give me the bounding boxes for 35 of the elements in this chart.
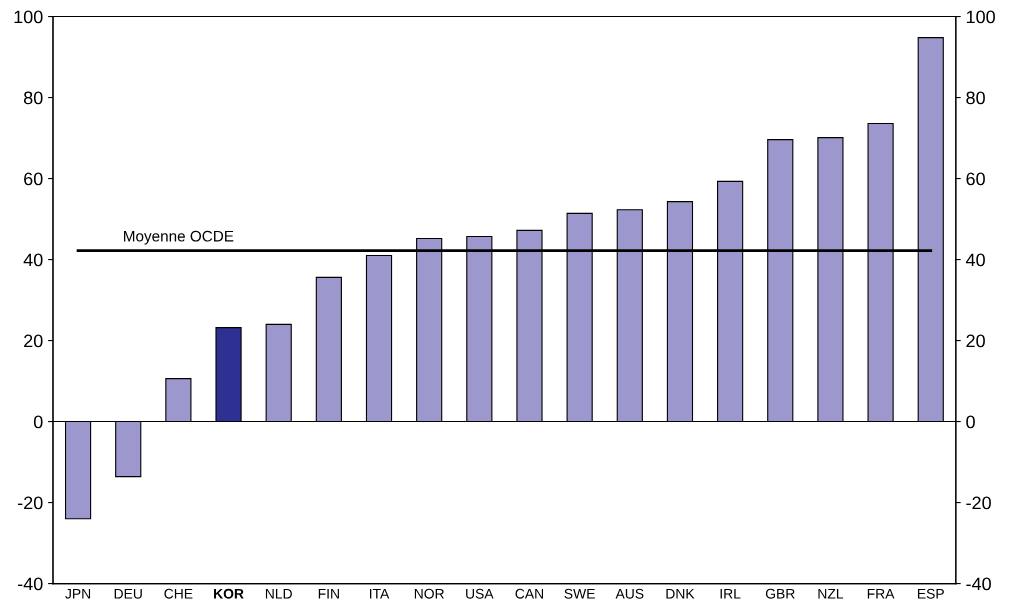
x-tick-label: NLD [265,588,292,599]
y-tick-label: 80 [23,91,43,105]
x-tick-label: CAN [515,588,544,599]
y-tick-label: 60 [24,172,43,186]
x-tick-label: DEU [114,588,142,599]
x-tick-label: KOR [214,588,244,599]
y2-tick-label: 80 [966,91,985,105]
y2-tick-label: 20 [966,334,985,348]
y-tick-label: -40 [17,577,43,591]
x-tick-label: USA [466,588,494,599]
x-tick-label: SWE [564,588,595,599]
x-tick-label: ITA [370,588,390,599]
y-tick-label: 100 [14,10,43,24]
y2-tick-label: -20 [966,496,991,510]
x-tick-label: GBR [765,588,795,599]
x-tick-label: JPN [65,588,91,599]
x-tick-label: IRL [720,588,741,599]
x-tick-label: FIN [318,588,339,599]
y-tick-label: -20 [17,496,43,510]
y-tick-label: 0 [33,415,43,429]
y-tick-label: 40 [23,253,43,267]
x-tick-label: FRA [867,588,895,599]
ref-line-label: Moyenne OCDE [124,230,234,245]
x-tick-label: CHE [164,588,193,599]
y2-tick-label: 40 [965,253,985,267]
y2-tick-label: 60 [966,172,985,186]
x-tick-label: DNK [666,588,695,599]
y2-tick-label: 0 [966,415,975,429]
x-tick-label: NOR [414,588,444,599]
x-tick-label: AUS [615,588,644,599]
y2-tick-label: 100 [966,10,995,24]
x-tick-label: ESP [917,588,944,599]
y2-tick-label: -40 [966,577,991,591]
x-tick-label: NZL [818,588,844,599]
y-tick-label: 20 [24,334,43,348]
